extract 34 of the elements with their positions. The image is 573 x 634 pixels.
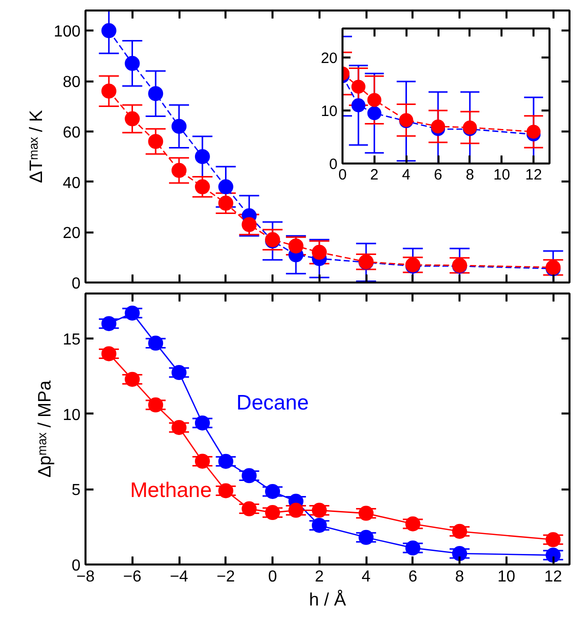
x-tick-label: 6 bbox=[434, 166, 442, 184]
y-tick-label: 60 bbox=[62, 124, 81, 142]
x-tick-label: 8 bbox=[466, 166, 474, 184]
x-tick-label: 2 bbox=[314, 568, 324, 586]
x-tick-label: 10 bbox=[497, 568, 516, 586]
y-tick-label: 20 bbox=[62, 225, 81, 242]
x-tick-label: 12 bbox=[544, 568, 562, 586]
x-tick-label: 10 bbox=[493, 166, 510, 184]
series-label: Methane bbox=[130, 479, 212, 502]
series-label: Decane bbox=[236, 391, 309, 414]
x-tick-label: 2 bbox=[370, 166, 379, 184]
y-tick-label: 20 bbox=[320, 50, 338, 68]
y-tick-label: 15 bbox=[62, 332, 81, 349]
y-tick-label: 5 bbox=[72, 482, 81, 500]
x-tick-label: 4 bbox=[362, 568, 371, 586]
x-tick-label: −2 bbox=[216, 568, 236, 586]
x-tick-label: −6 bbox=[123, 568, 142, 586]
y-tick-label: 40 bbox=[62, 174, 81, 192]
x-tick-label: 0 bbox=[268, 568, 278, 586]
y-tick-label: 80 bbox=[62, 74, 81, 92]
y-tick-label: 100 bbox=[54, 24, 81, 41]
x-tick-label: 12 bbox=[525, 166, 542, 184]
y-tick-label: 10 bbox=[320, 103, 338, 120]
y-axis-title: ΔTᵐᵃˣ / K bbox=[26, 110, 46, 183]
y-axis-title: Δpᵐᵃˣ / MPa bbox=[34, 380, 55, 478]
y-tick-label: 0 bbox=[72, 558, 81, 574]
y-tick-label: 10 bbox=[62, 406, 81, 424]
y-tick-label: 0 bbox=[72, 276, 81, 292]
x-tick-label: 4 bbox=[402, 166, 410, 184]
y-tick-label: 0 bbox=[329, 156, 338, 173]
x-tick-label: −4 bbox=[170, 568, 188, 586]
x-axis-title: h / Å bbox=[308, 590, 346, 610]
x-tick-label: 8 bbox=[455, 568, 464, 586]
x-tick-label: 6 bbox=[408, 568, 418, 586]
